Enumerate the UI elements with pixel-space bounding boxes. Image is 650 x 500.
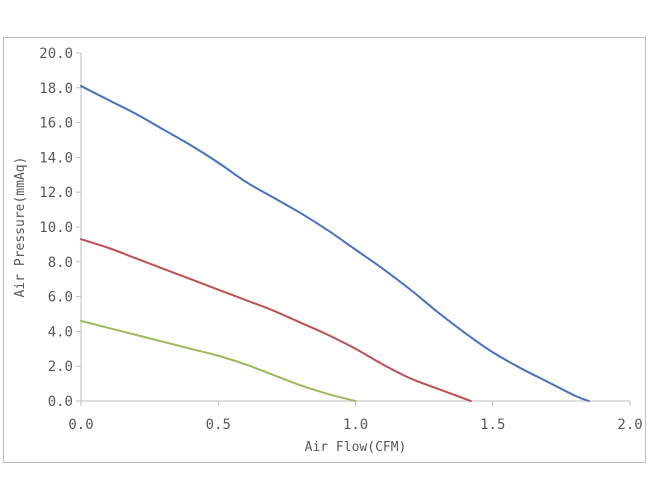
x-tick-label: 2.0 xyxy=(617,417,642,433)
y-axis-title: Air Pressure(mmAq) xyxy=(13,157,28,298)
y-tick-label: 0.0 xyxy=(48,394,73,410)
series-layer xyxy=(80,85,590,402)
y-tick-label: 10.0 xyxy=(39,220,73,236)
y-tick-label: 4.0 xyxy=(48,324,73,340)
chart-frame: Air Flow(CFM) Air Pressure(mmAq) 0.0 2.0 4… xyxy=(3,37,646,463)
series-line-3 xyxy=(80,319,357,402)
series-line-1 xyxy=(80,85,590,402)
y-tick-label: 18.0 xyxy=(39,81,73,97)
x-tick-label: 1.0 xyxy=(343,417,368,433)
x-axis-title: Air Flow(CFM) xyxy=(305,440,407,455)
y-tick-label: 20.0 xyxy=(39,46,73,62)
y-tick-label: 12.0 xyxy=(39,185,73,201)
pq-curve-chart: Air Flow(CFM) Air Pressure(mmAq) 0.0 2.0 4… xyxy=(13,46,643,455)
labels-layer: Air Flow(CFM) Air Pressure(mmAq) 0.0 2.0 4… xyxy=(13,46,643,455)
y-tick-label: 8.0 xyxy=(48,255,73,271)
series-line-2 xyxy=(80,238,472,402)
y-tick-label: 2.0 xyxy=(48,359,73,375)
x-tick-label: 0.5 xyxy=(206,417,231,433)
x-tick-label: 0.0 xyxy=(68,417,93,433)
axes xyxy=(76,52,631,406)
y-tick-label: 6.0 xyxy=(48,290,73,306)
x-tick-label: 1.5 xyxy=(480,417,505,433)
y-tick-label: 16.0 xyxy=(39,116,73,132)
y-tick-label: 14.0 xyxy=(39,150,73,166)
